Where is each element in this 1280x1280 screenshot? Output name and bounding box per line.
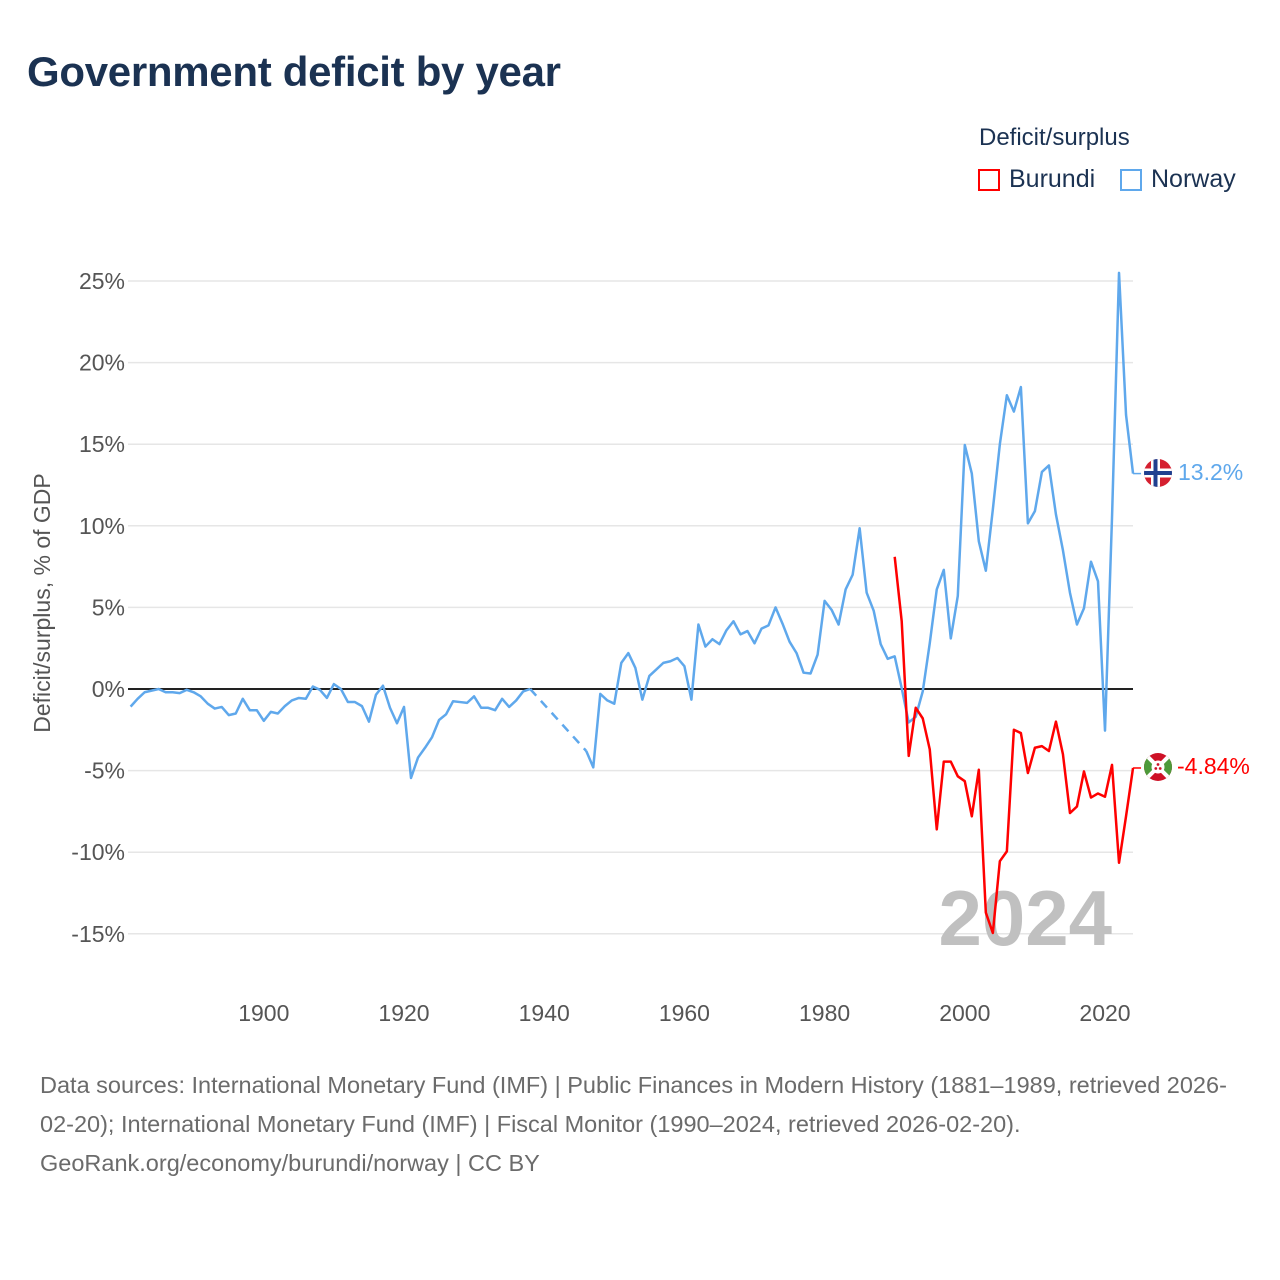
norway-missing-data-line	[529, 688, 588, 752]
legend-swatch-norway	[1120, 168, 1142, 191]
x-tick-label: 1940	[519, 1000, 570, 1026]
series-lines	[129, 271, 1142, 935]
y-tick-label: 15%	[79, 431, 125, 457]
year-watermark: 2024	[938, 874, 1112, 962]
y-tick-label: -10%	[71, 839, 125, 865]
x-tick-label: 1980	[799, 1000, 850, 1026]
footer: Data sources: International Monetary Fun…	[40, 1066, 1250, 1183]
legend-item-burundi[interactable]: Burundi	[978, 165, 1095, 194]
y-tick-label: 5%	[92, 594, 125, 620]
legend-title: Deficit/surplus	[979, 124, 1130, 151]
legend-swatch-burundi	[978, 168, 1000, 191]
y-axis-ticks: 25% 20% 15% 10% 5% 0% -5% -10% -15%	[71, 268, 125, 947]
y-tick-label: 20%	[79, 350, 125, 376]
y-tick-label: 25%	[79, 268, 125, 294]
y-tick-label: -15%	[71, 921, 125, 947]
legend-label-norway: Norway	[1151, 165, 1236, 193]
norway-flag-icon	[1144, 459, 1172, 487]
data-sources: Data sources: International Monetary Fun…	[40, 1072, 1227, 1137]
norway-line	[129, 682, 531, 780]
x-axis-ticks: 1900 1920 1940 1960 1980 2000 2020	[238, 1000, 1130, 1026]
x-tick-label: 2000	[939, 1000, 990, 1026]
burundi-flag-icon	[1144, 753, 1172, 781]
y-tick-label: 0%	[92, 676, 125, 702]
norway-line	[585, 271, 1135, 769]
credit-link[interactable]: GeoRank.org/economy/burundi/norway | CC …	[40, 1150, 540, 1176]
legend-item-norway[interactable]: Norway	[1120, 165, 1236, 194]
x-tick-label: 1900	[238, 1000, 289, 1026]
y-axis-title: Deficit/surplus, % of GDP	[29, 473, 55, 732]
y-tick-label: -5%	[84, 758, 125, 784]
chart-title: Government deficit by year	[27, 48, 561, 95]
burundi-line	[893, 556, 1135, 935]
x-tick-label: 1960	[659, 1000, 710, 1026]
legend-label-burundi: Burundi	[1009, 165, 1096, 193]
gridlines	[128, 280, 1133, 935]
x-tick-label: 1920	[378, 1000, 429, 1026]
x-tick-label: 2020	[1079, 1000, 1130, 1026]
burundi-end-label: -4.84%	[1177, 753, 1250, 779]
norway-end-label: 13.2%	[1178, 459, 1243, 485]
y-tick-label: 10%	[79, 513, 125, 539]
